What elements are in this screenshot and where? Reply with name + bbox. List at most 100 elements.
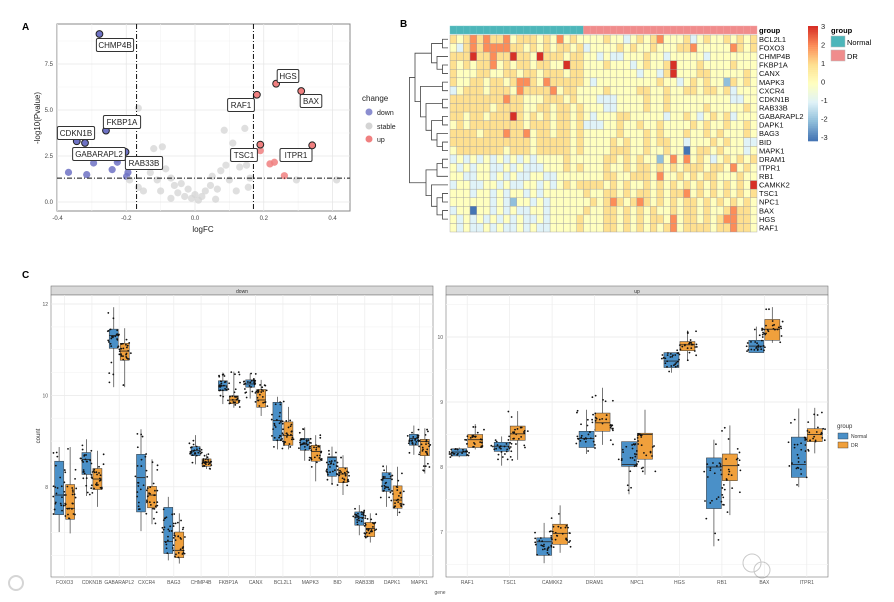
heatmap-cell: [589, 206, 598, 216]
jitter-point: [180, 519, 182, 522]
jitter-point: [281, 422, 284, 425]
heatmap-cell: [710, 34, 718, 44]
heatmap-cell: [563, 69, 571, 79]
jitter-point: [375, 528, 378, 531]
heatmap-cell: [603, 120, 611, 130]
heatmap-cell: [710, 197, 718, 207]
heatmap-cell: [603, 171, 611, 181]
heatmap-cell: [563, 214, 571, 224]
heatmap-cell: [736, 163, 744, 173]
heatmap-cell: [643, 34, 651, 44]
jitter-point: [155, 511, 158, 514]
jitter-point: [145, 453, 148, 455]
heatmap-cell: [683, 94, 691, 104]
jitter-point: [165, 543, 168, 546]
jitter-point: [156, 464, 159, 467]
heatmap-cell: [723, 51, 731, 61]
jitter-point: [298, 447, 300, 450]
jitter-point: [637, 440, 639, 442]
jitter-point: [251, 390, 254, 393]
jitter-point: [169, 525, 172, 528]
row-label-mapk1: MAPK1: [759, 146, 784, 155]
facet-title-down: down: [236, 289, 248, 295]
point-down: [108, 166, 116, 174]
jitter-point: [397, 501, 400, 504]
heatmap-cell: [556, 197, 564, 207]
heatmap-cell: [523, 206, 531, 216]
jitter-point: [137, 485, 140, 487]
heatmap-cell: [623, 103, 631, 113]
heatmap-cell: [576, 60, 584, 70]
jitter-point: [253, 381, 256, 384]
group-legend-normal-label: Normal: [847, 38, 872, 47]
annotation-cell-dr: [623, 25, 631, 35]
heatmap-cell: [730, 137, 738, 147]
heatmap-cell: [623, 197, 631, 207]
heatmap-cell: [543, 214, 551, 224]
jitter-point: [653, 445, 655, 447]
heatmap-cell: [469, 69, 477, 79]
point-stable: [134, 104, 142, 112]
heatmap-cell: [696, 188, 704, 198]
heatmap-cell: [456, 154, 464, 164]
heatmap-cell: [569, 60, 578, 70]
jitter-point: [797, 461, 800, 463]
heatmap-cell: [596, 214, 604, 224]
heatmap-cell: [609, 206, 618, 216]
point-down: [89, 159, 98, 167]
heatmap-cell: [496, 86, 504, 96]
jitter-point: [256, 389, 259, 392]
row-label-npc1: NPC1: [759, 198, 779, 207]
jitter-point: [580, 434, 583, 437]
heatmap-cell: [690, 34, 698, 44]
heatmap-cell: [743, 223, 751, 233]
heatmap-cell: [529, 163, 537, 173]
heatmap-cell: [503, 77, 511, 87]
jitter-point: [331, 470, 334, 473]
point-stable: [167, 194, 175, 202]
heatmap-cell: [523, 180, 531, 190]
heatmap-cell: [663, 60, 671, 70]
heatmap-cell: [636, 129, 644, 138]
jitter-point: [720, 473, 723, 476]
point-stable: [242, 161, 251, 169]
heatmap-cell: [710, 206, 718, 216]
heatmap-cell: [636, 214, 644, 224]
x-tick-label-itpr1: ITPR1: [800, 580, 814, 586]
jitter-point: [611, 399, 614, 402]
jitter-point: [170, 530, 173, 532]
heatmap-cell: [476, 180, 484, 190]
jitter-point: [167, 535, 169, 538]
heatmap-cell: [523, 86, 531, 96]
jitter-point: [576, 409, 579, 412]
gene-label-hgs: HGS: [279, 72, 296, 81]
heatmap-cell: [723, 69, 731, 79]
jitter-point: [362, 512, 365, 515]
heatmap-cell: [483, 77, 491, 87]
heatmap-cell: [609, 86, 618, 96]
heatmap-cell: [536, 146, 544, 156]
heatmap-cell: [716, 111, 724, 121]
jitter-point: [633, 459, 636, 462]
heatmap-cell: [690, 188, 698, 198]
heatmap-cell: [569, 129, 578, 138]
heatmap-cell: [623, 188, 631, 198]
jitter-point: [273, 422, 276, 425]
heatmap-cell: [723, 34, 731, 44]
jitter-point: [129, 352, 132, 355]
heatmap-cell: [463, 51, 471, 61]
heatmap-cell: [736, 129, 744, 138]
jitter-point: [223, 375, 226, 377]
heatmap-cell: [463, 94, 471, 104]
heatmap-cell: [710, 223, 718, 233]
heatmap-cell: [583, 180, 591, 190]
colorbar-segment: [808, 68, 818, 71]
heatmap-cell: [750, 206, 758, 216]
jitter-point: [72, 513, 75, 515]
jitter-point: [154, 522, 157, 525]
jitter-point: [450, 454, 453, 457]
heatmap-cell: [589, 154, 598, 164]
heatmap-cell: [723, 103, 731, 113]
heatmap-cell: [516, 171, 524, 181]
jitter-point: [601, 417, 604, 420]
